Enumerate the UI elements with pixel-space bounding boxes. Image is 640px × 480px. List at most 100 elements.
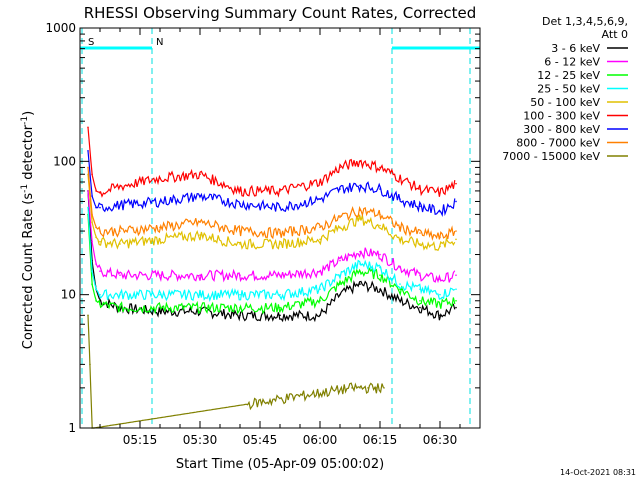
series-3 — [87, 206, 457, 302]
series-3-point — [119, 293, 121, 296]
series-5-point — [95, 190, 97, 192]
series-1-point — [359, 250, 361, 253]
series-line-2 — [87, 214, 456, 315]
series-5-point — [99, 192, 101, 194]
footer-timestamp: 14-Oct-2021 08:31 — [560, 468, 636, 477]
series-2-point — [359, 270, 361, 272]
x-tick-label: 05:45 — [243, 433, 278, 447]
series-0-point — [279, 314, 281, 317]
series-6-point — [379, 188, 381, 190]
series-1-point — [439, 278, 441, 281]
series-5-point — [339, 166, 341, 169]
series-6-point — [279, 206, 281, 209]
x-axis-ticks: 05:15 05:30 05:45 06:00 06:15 06:30 — [99, 28, 461, 447]
series-8 — [87, 314, 385, 429]
series-3-point — [339, 274, 341, 276]
x-tick-label: 06:15 — [363, 433, 398, 447]
series-5 — [87, 126, 457, 198]
series-4-point — [91, 221, 93, 223]
series-3-point — [319, 288, 321, 290]
series-1-point — [119, 274, 121, 276]
series-0-point — [455, 306, 457, 309]
series-7-point — [239, 230, 241, 232]
series-2-point — [419, 299, 421, 302]
series-4-point — [119, 243, 121, 245]
series-6-point — [455, 200, 457, 203]
series-7-point — [379, 213, 381, 216]
series-6-point — [359, 184, 361, 187]
series-6-point — [159, 200, 161, 203]
x-tick-label: 06:30 — [423, 433, 458, 447]
series-5-point — [91, 173, 93, 176]
y-tick-label: 1 — [68, 421, 76, 435]
series-line-3 — [87, 207, 456, 302]
series-4-point — [95, 236, 97, 238]
series-2-point — [199, 306, 201, 309]
series-1-point — [239, 274, 241, 276]
series-4-point — [359, 218, 361, 220]
series-0-point — [419, 306, 421, 309]
series-3-point — [239, 293, 241, 296]
flag-label-0: S — [88, 37, 94, 48]
series-6-point — [199, 195, 201, 197]
series-3-point — [95, 288, 97, 290]
series-3-point — [159, 293, 161, 296]
series-5-point — [159, 177, 161, 179]
series-5-point — [239, 190, 241, 192]
series-3-point — [359, 263, 361, 265]
series-5-point — [359, 160, 361, 163]
series-line-4 — [87, 174, 456, 252]
series-6-point — [399, 198, 401, 200]
series-1-point — [455, 274, 457, 276]
series-6-point — [319, 198, 321, 200]
series-3-point — [419, 288, 421, 290]
series-1-point — [339, 259, 341, 262]
series-5-point — [399, 177, 401, 179]
series-4-point — [99, 240, 101, 243]
y-tick-label: 1000 — [45, 21, 76, 35]
series-1 — [87, 190, 457, 284]
series-5-point — [439, 192, 441, 194]
legend-entry-label: 100 - 300 keV — [523, 110, 600, 123]
series-5-point — [419, 188, 421, 190]
series-3-point — [379, 266, 381, 269]
series-7-point — [279, 232, 281, 234]
series-7-point — [319, 226, 321, 229]
series-1-point — [99, 270, 101, 272]
series-7-point — [119, 230, 121, 232]
y-axis-label-sup2: -1 — [20, 116, 30, 125]
legend-entry-label: 3 - 6 keV — [551, 42, 600, 55]
series-4-point — [455, 238, 457, 241]
legend-entry-label: 6 - 12 keV — [544, 56, 600, 69]
series-1-point — [319, 270, 321, 272]
series-3-point — [87, 206, 89, 209]
series-8-point — [89, 363, 91, 366]
x-axis-label: Start Time (05-Apr-09 05:00:02) — [176, 457, 384, 472]
y-axis-label-mid: detector — [21, 124, 36, 184]
y-axis-label: Corrected Count Rate (s-1 detector-1) — [20, 111, 36, 349]
series-5-point — [279, 190, 281, 192]
series-4-point — [399, 238, 401, 241]
series-7-point — [159, 226, 161, 229]
series-3-point — [399, 283, 401, 285]
series-7-point — [99, 230, 101, 232]
series-4-point — [439, 245, 441, 248]
series-line-7 — [87, 167, 456, 242]
series-4-point — [199, 234, 201, 236]
series-6-point — [119, 204, 121, 206]
series-2-point — [339, 283, 341, 285]
series-1-point — [95, 263, 97, 265]
series-0-point — [159, 310, 161, 313]
y-axis-ticks: 1 10 100 1000 — [45, 21, 480, 435]
y-axis-label-end: ) — [21, 111, 36, 116]
series-2-point — [159, 306, 161, 309]
series-3-point — [455, 288, 457, 290]
series-5-point — [379, 166, 381, 169]
series-1-point — [399, 266, 401, 269]
series-7-point — [399, 226, 401, 229]
legend-entry-label: 800 - 7000 keV — [516, 137, 600, 150]
series-2-point — [319, 299, 321, 302]
series-4 — [87, 173, 457, 252]
